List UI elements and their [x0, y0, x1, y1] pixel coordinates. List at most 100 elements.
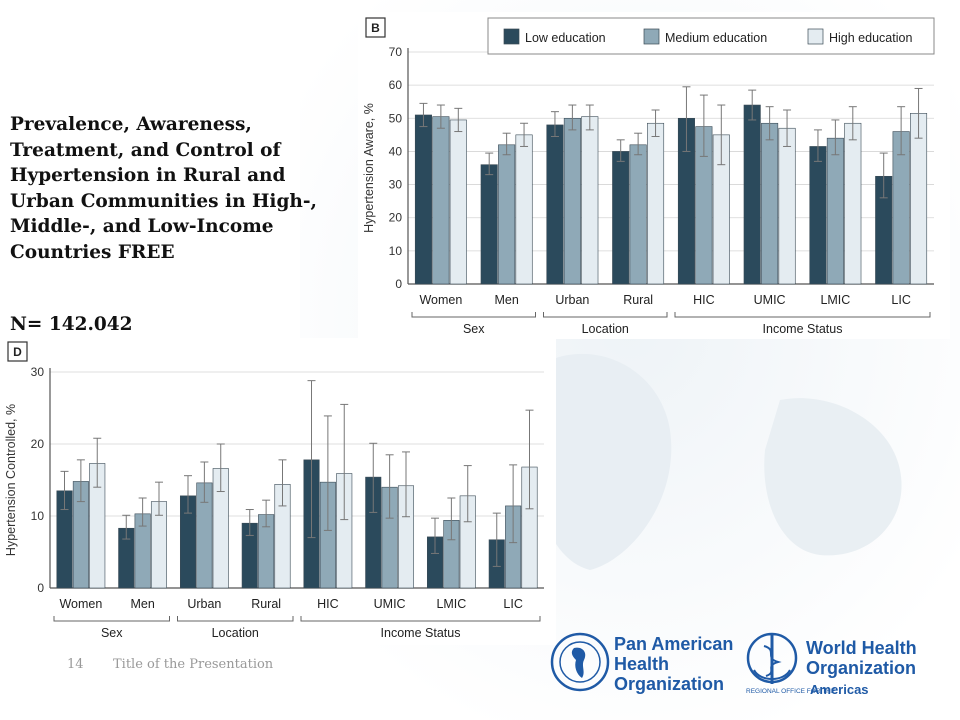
- error-bar: [307, 380, 316, 539]
- footer-title: Title of the Presentation: [113, 657, 274, 672]
- group-bracket: [674, 312, 931, 318]
- bar: [910, 113, 928, 285]
- error-bar: [848, 106, 857, 141]
- x-tick-label: Women: [419, 293, 462, 307]
- x-tick-label: LIC: [891, 293, 910, 307]
- x-tick-label: LMIC: [820, 293, 850, 307]
- error-bar: [783, 109, 792, 147]
- y-tick-label: 30: [389, 178, 403, 192]
- panel-label: D: [7, 341, 28, 362]
- bar: [778, 127, 796, 285]
- paho-emblem-icon: [550, 632, 610, 692]
- error-bar: [245, 509, 254, 536]
- error-bar: [122, 514, 131, 540]
- bar: [612, 151, 630, 285]
- x-tick-label: Women: [59, 597, 102, 611]
- controlled-chart: D 0 10 20 30 Hypertension Controlled, % Women M…: [4, 341, 544, 640]
- group-label: Sex: [101, 626, 123, 640]
- bar: [629, 144, 647, 285]
- bar: [563, 117, 581, 285]
- error-bar: [200, 461, 209, 503]
- error-bar: [76, 459, 85, 503]
- aware-chart: B 0 10 20 30 40 50 60 70 Hypertension Aware, % Wom…: [362, 17, 935, 336]
- y-tick-label: 60: [389, 78, 403, 92]
- paho-logo: Pan American Health Organization: [550, 632, 733, 694]
- x-tick-label: UMIC: [374, 597, 406, 611]
- bar: [414, 114, 432, 285]
- error-bar: [447, 497, 456, 541]
- panel-letter: B: [371, 21, 380, 35]
- group-label: Income Status: [763, 322, 843, 336]
- x-tick-label: Urban: [555, 293, 589, 307]
- error-bar: [550, 111, 559, 138]
- error-bar: [431, 517, 440, 554]
- error-bar: [651, 109, 660, 138]
- bar: [515, 134, 533, 285]
- bar: [826, 137, 844, 285]
- x-tick-label: LMIC: [436, 597, 466, 611]
- logos: Pan American Health Organization World H…: [550, 632, 917, 697]
- error-bar: [585, 104, 594, 131]
- bar: [761, 122, 779, 285]
- y-axis-label: Hypertension Controlled, %: [4, 404, 18, 556]
- error-bar: [60, 470, 69, 511]
- bar: [498, 144, 516, 285]
- y-tick-label: 20: [389, 211, 403, 225]
- x-tick-label: UMIC: [754, 293, 786, 307]
- paho-name-line-1: Pan American: [614, 634, 733, 654]
- who-region-americas: Americas: [810, 682, 869, 697]
- legend-label: High education: [829, 31, 912, 45]
- y-tick-label: 50: [389, 111, 403, 125]
- bar: [581, 116, 599, 285]
- error-bar: [138, 497, 147, 527]
- error-bar: [454, 107, 463, 133]
- error-bar: [568, 104, 577, 131]
- who-logo: World Health Organization REGIONAL OFFIC…: [746, 632, 917, 697]
- error-bar: [520, 122, 529, 147]
- group-bracket: [300, 616, 541, 622]
- error-bar: [699, 94, 708, 157]
- error-bar: [525, 409, 534, 510]
- error-bar: [340, 403, 349, 521]
- x-tick-label: Rural: [623, 293, 653, 307]
- x-tick-label: Men: [494, 293, 518, 307]
- x-tick-label: HIC: [317, 597, 339, 611]
- bar: [480, 164, 498, 285]
- bar: [546, 124, 564, 285]
- paho-name-line-2: Health: [614, 654, 669, 674]
- bar: [432, 116, 450, 285]
- error-bar: [831, 119, 840, 156]
- error-bar: [278, 459, 287, 507]
- error-bar: [914, 87, 923, 139]
- legend-label: Medium education: [665, 31, 767, 45]
- error-bar: [154, 481, 163, 516]
- y-tick-label: 70: [389, 45, 403, 59]
- error-bar: [184, 475, 193, 514]
- who-regional-office: REGIONAL OFFICE FOR THE: [746, 688, 836, 695]
- page-number: 14: [67, 657, 84, 672]
- group-label: Sex: [463, 322, 485, 336]
- chart-panel-b: B 0 10 20 30 40 50 60 70 Hypertension Aware, % Wom…: [358, 12, 950, 339]
- who-name-line-1: World Health: [806, 638, 917, 658]
- legend-swatch: [503, 28, 520, 45]
- bar: [743, 104, 761, 285]
- y-tick-label: 0: [395, 277, 402, 291]
- error-bar: [436, 104, 445, 129]
- legend-swatch: [643, 28, 660, 45]
- legend-label: Low education: [525, 31, 606, 45]
- error-bar: [216, 443, 225, 493]
- group-bracket: [543, 312, 668, 318]
- panel-label: B: [365, 17, 386, 38]
- x-tick-label: HIC: [693, 293, 715, 307]
- group-bracket: [177, 616, 294, 622]
- error-bar: [717, 104, 726, 166]
- error-bar: [682, 86, 691, 152]
- error-bar: [502, 132, 511, 156]
- error-bar: [93, 437, 102, 488]
- error-bar: [369, 442, 378, 513]
- error-bar: [765, 106, 774, 141]
- error-bar: [509, 464, 518, 544]
- y-tick-label: 40: [389, 144, 403, 158]
- group-label: Location: [212, 626, 259, 640]
- legend: Low education Medium education High educat…: [487, 17, 935, 55]
